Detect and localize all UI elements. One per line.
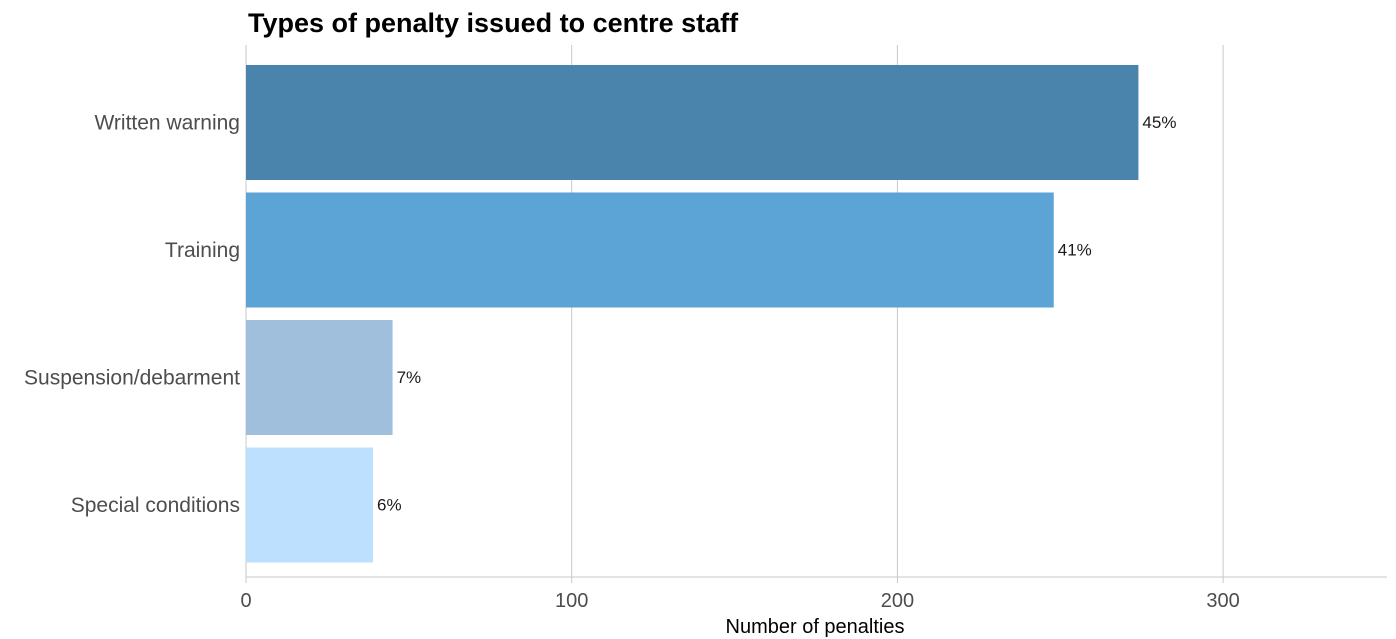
data-label-written-warning: 45%: [1142, 113, 1176, 132]
x-axis-title: Number of penalties: [726, 616, 905, 638]
bar-written-warning: [246, 65, 1139, 180]
x-tick-label-0: 0: [240, 590, 251, 612]
x-tick-label-200: 200: [881, 590, 914, 612]
x-tick-label-100: 100: [555, 590, 588, 612]
data-label-training: 41%: [1058, 241, 1092, 260]
category-label-training: Training: [165, 239, 240, 262]
x-axis-ticks: 0 100 200 300: [240, 590, 1239, 612]
category-label-written-warning: Written warning: [94, 112, 240, 135]
x-tick-label-300: 300: [1206, 590, 1239, 612]
bar-suspension-debarment: [246, 320, 393, 435]
data-label-suspension-debarment: 7%: [397, 368, 422, 387]
data-label-special-conditions: 6%: [377, 496, 402, 515]
bar-special-conditions: [246, 447, 374, 563]
category-labels: Written warning Training Suspension/debarm…: [24, 112, 240, 518]
bars: [246, 65, 1139, 563]
bar-training: [246, 192, 1054, 308]
bar-data-labels: 45% 41% 7% 6%: [377, 113, 1176, 515]
category-label-suspension-debarment: Suspension/debarment: [24, 367, 240, 390]
chart-title: Types of penalty issued to centre staff: [248, 8, 739, 38]
category-label-special-conditions: Special conditions: [71, 494, 240, 517]
